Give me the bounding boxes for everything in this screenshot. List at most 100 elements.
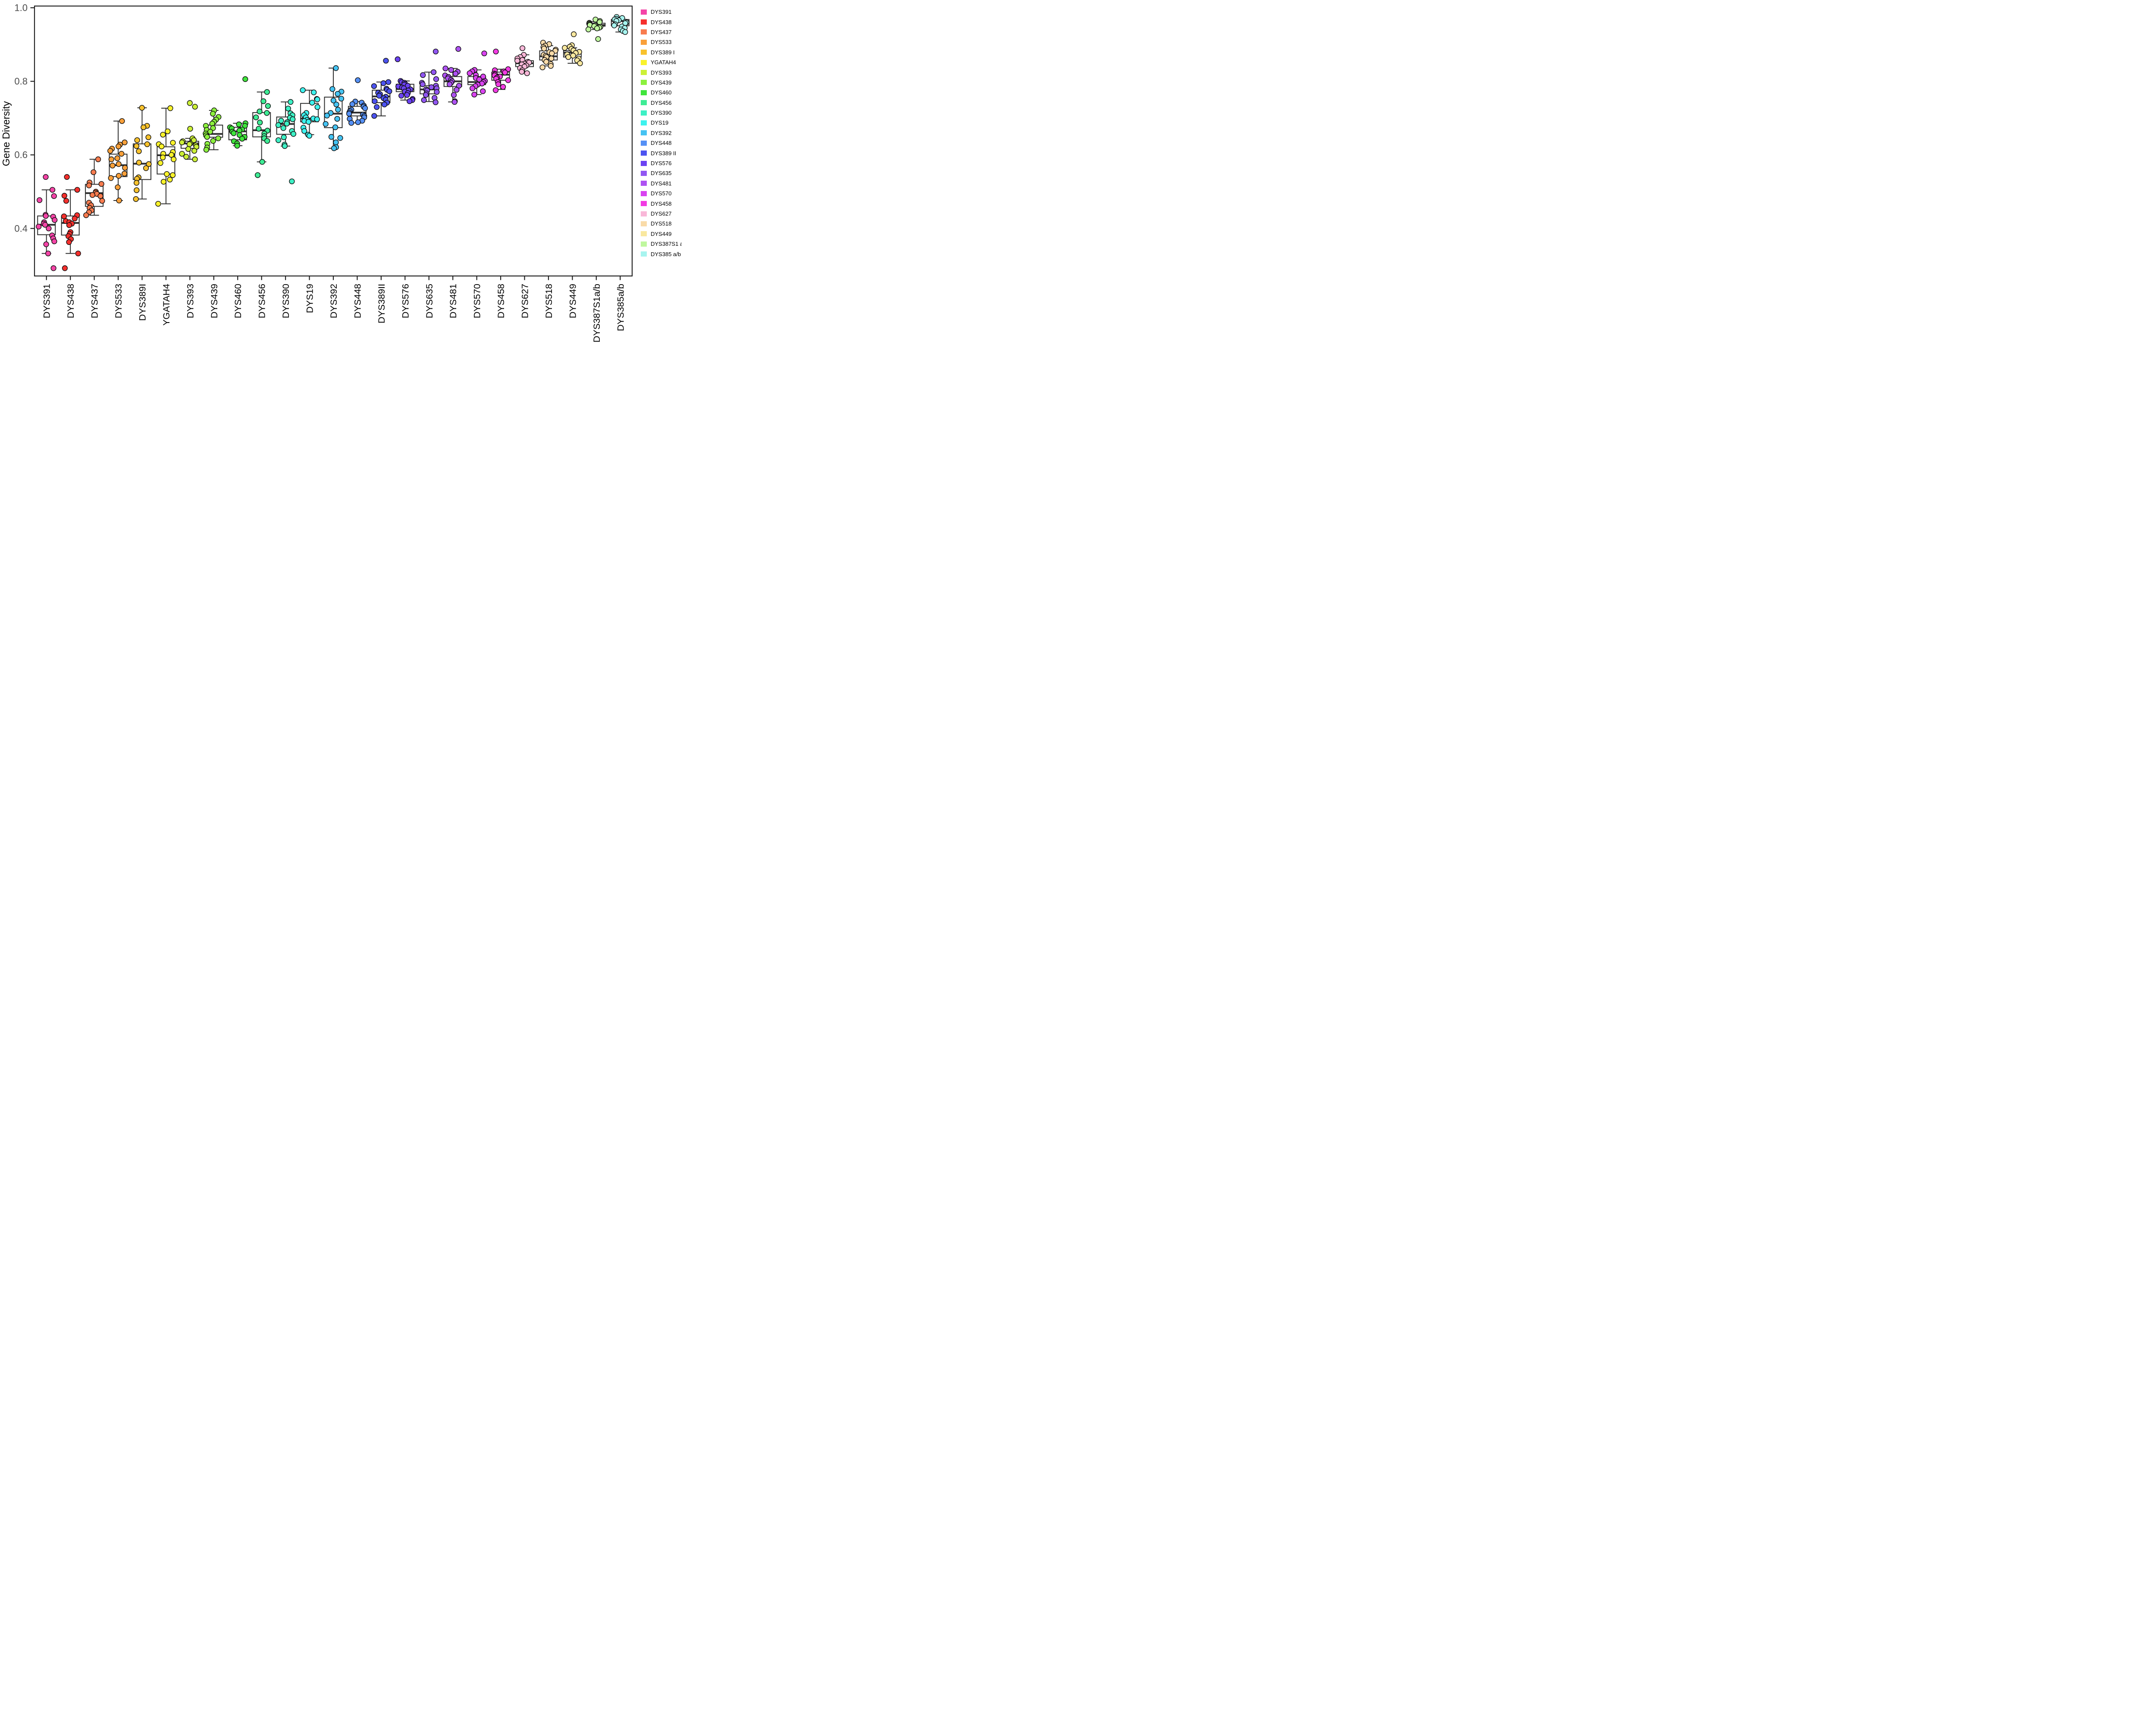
boxplot-group-DYS387S1a/b	[585, 16, 606, 42]
legend-label: DYS627	[651, 210, 672, 217]
data-point	[335, 107, 341, 113]
data-point	[119, 118, 125, 124]
data-point	[448, 67, 454, 73]
legend-item-DYS635: DYS635	[641, 168, 682, 178]
legend-label: DYS385 a/b	[651, 251, 681, 257]
x-tick-label: DYS391	[42, 284, 52, 318]
boxplot-group-DYS438	[61, 174, 81, 271]
plot-area	[36, 14, 630, 271]
data-point	[43, 213, 49, 219]
data-point	[493, 48, 499, 55]
legend-swatch	[641, 9, 647, 15]
data-point	[64, 174, 70, 180]
data-point	[210, 125, 216, 131]
data-point	[46, 226, 52, 232]
legend-label: DYS460	[651, 89, 672, 96]
data-point	[332, 124, 338, 130]
data-point	[160, 154, 166, 160]
data-point	[333, 139, 339, 145]
data-point	[455, 46, 461, 52]
boxplot-group-DYS449	[562, 31, 583, 66]
data-point	[355, 77, 361, 83]
legend-swatch	[641, 201, 647, 207]
data-point	[476, 76, 483, 82]
data-point	[155, 201, 161, 207]
legend-item-DYS456: DYS456	[641, 98, 682, 108]
data-point	[256, 126, 262, 132]
data-point	[570, 31, 577, 38]
data-point	[301, 128, 307, 134]
data-point	[452, 71, 459, 77]
data-point	[265, 103, 271, 109]
data-point	[144, 141, 150, 147]
data-point	[471, 91, 477, 97]
y-axis-label: Gene Diversity	[0, 101, 12, 166]
legend-label: DYS438	[651, 19, 672, 25]
data-point	[43, 241, 49, 248]
data-point	[446, 81, 453, 88]
data-point	[122, 165, 128, 171]
data-point	[288, 99, 294, 105]
data-point	[146, 161, 152, 167]
data-point	[107, 148, 113, 154]
legend-item-DYS576: DYS576	[641, 158, 682, 168]
legend-item-DYS19: DYS19	[641, 118, 682, 128]
data-point	[86, 182, 92, 188]
data-point	[239, 136, 245, 142]
legend-item-DYS438: DYS438	[641, 17, 682, 27]
data-point	[432, 48, 439, 55]
legend-swatch	[641, 231, 647, 237]
boxplot-group-DYS437	[83, 156, 105, 218]
data-point	[278, 118, 284, 124]
legend-label: DYS390	[651, 110, 672, 116]
legend-item-DYS392: DYS392	[641, 128, 682, 138]
data-point	[231, 130, 237, 136]
legend-swatch	[641, 150, 647, 156]
x-tick-label: DYS389I	[137, 284, 147, 321]
data-point	[330, 97, 337, 103]
x-tick-label: DYS481	[448, 284, 458, 318]
data-point	[170, 172, 176, 178]
data-point	[372, 98, 378, 104]
legend-item-DYS448: DYS448	[641, 138, 682, 148]
data-point	[91, 169, 97, 175]
data-point	[160, 132, 166, 138]
data-point	[539, 64, 545, 70]
data-point	[289, 179, 295, 185]
data-point	[549, 50, 555, 56]
data-point	[481, 50, 487, 56]
data-point	[451, 92, 457, 98]
data-point	[66, 239, 72, 245]
data-point	[562, 45, 568, 51]
data-point	[324, 113, 330, 119]
legend-item-DYS437: DYS437	[641, 27, 682, 37]
legend-item-DYS387S1a/b: DYS387S1 a/b	[641, 239, 682, 249]
y-tick-label: 1.0	[14, 3, 28, 13]
data-point	[469, 85, 476, 91]
legend-swatch	[641, 110, 647, 116]
x-tick-label: DYS458	[496, 284, 506, 318]
data-point	[210, 111, 216, 117]
data-point	[395, 56, 401, 63]
legend-label: DYS518	[651, 220, 672, 227]
data-point	[348, 120, 354, 126]
data-point	[284, 121, 290, 127]
data-point	[143, 165, 149, 171]
data-point	[134, 187, 140, 193]
legend-swatch	[641, 191, 647, 196]
data-point	[62, 265, 68, 271]
data-point	[160, 179, 167, 185]
data-point	[385, 79, 392, 85]
legend-label: DYS576	[651, 160, 672, 167]
x-tick-label: DYS635	[424, 284, 435, 318]
data-point	[185, 146, 191, 152]
legend-swatch	[641, 211, 647, 216]
data-point	[548, 63, 554, 69]
data-point	[136, 160, 142, 166]
data-point	[242, 123, 248, 129]
data-point	[108, 156, 114, 163]
legend-swatch	[641, 19, 647, 25]
legend-swatch	[641, 39, 647, 45]
data-point	[381, 101, 388, 107]
data-point	[328, 134, 335, 140]
